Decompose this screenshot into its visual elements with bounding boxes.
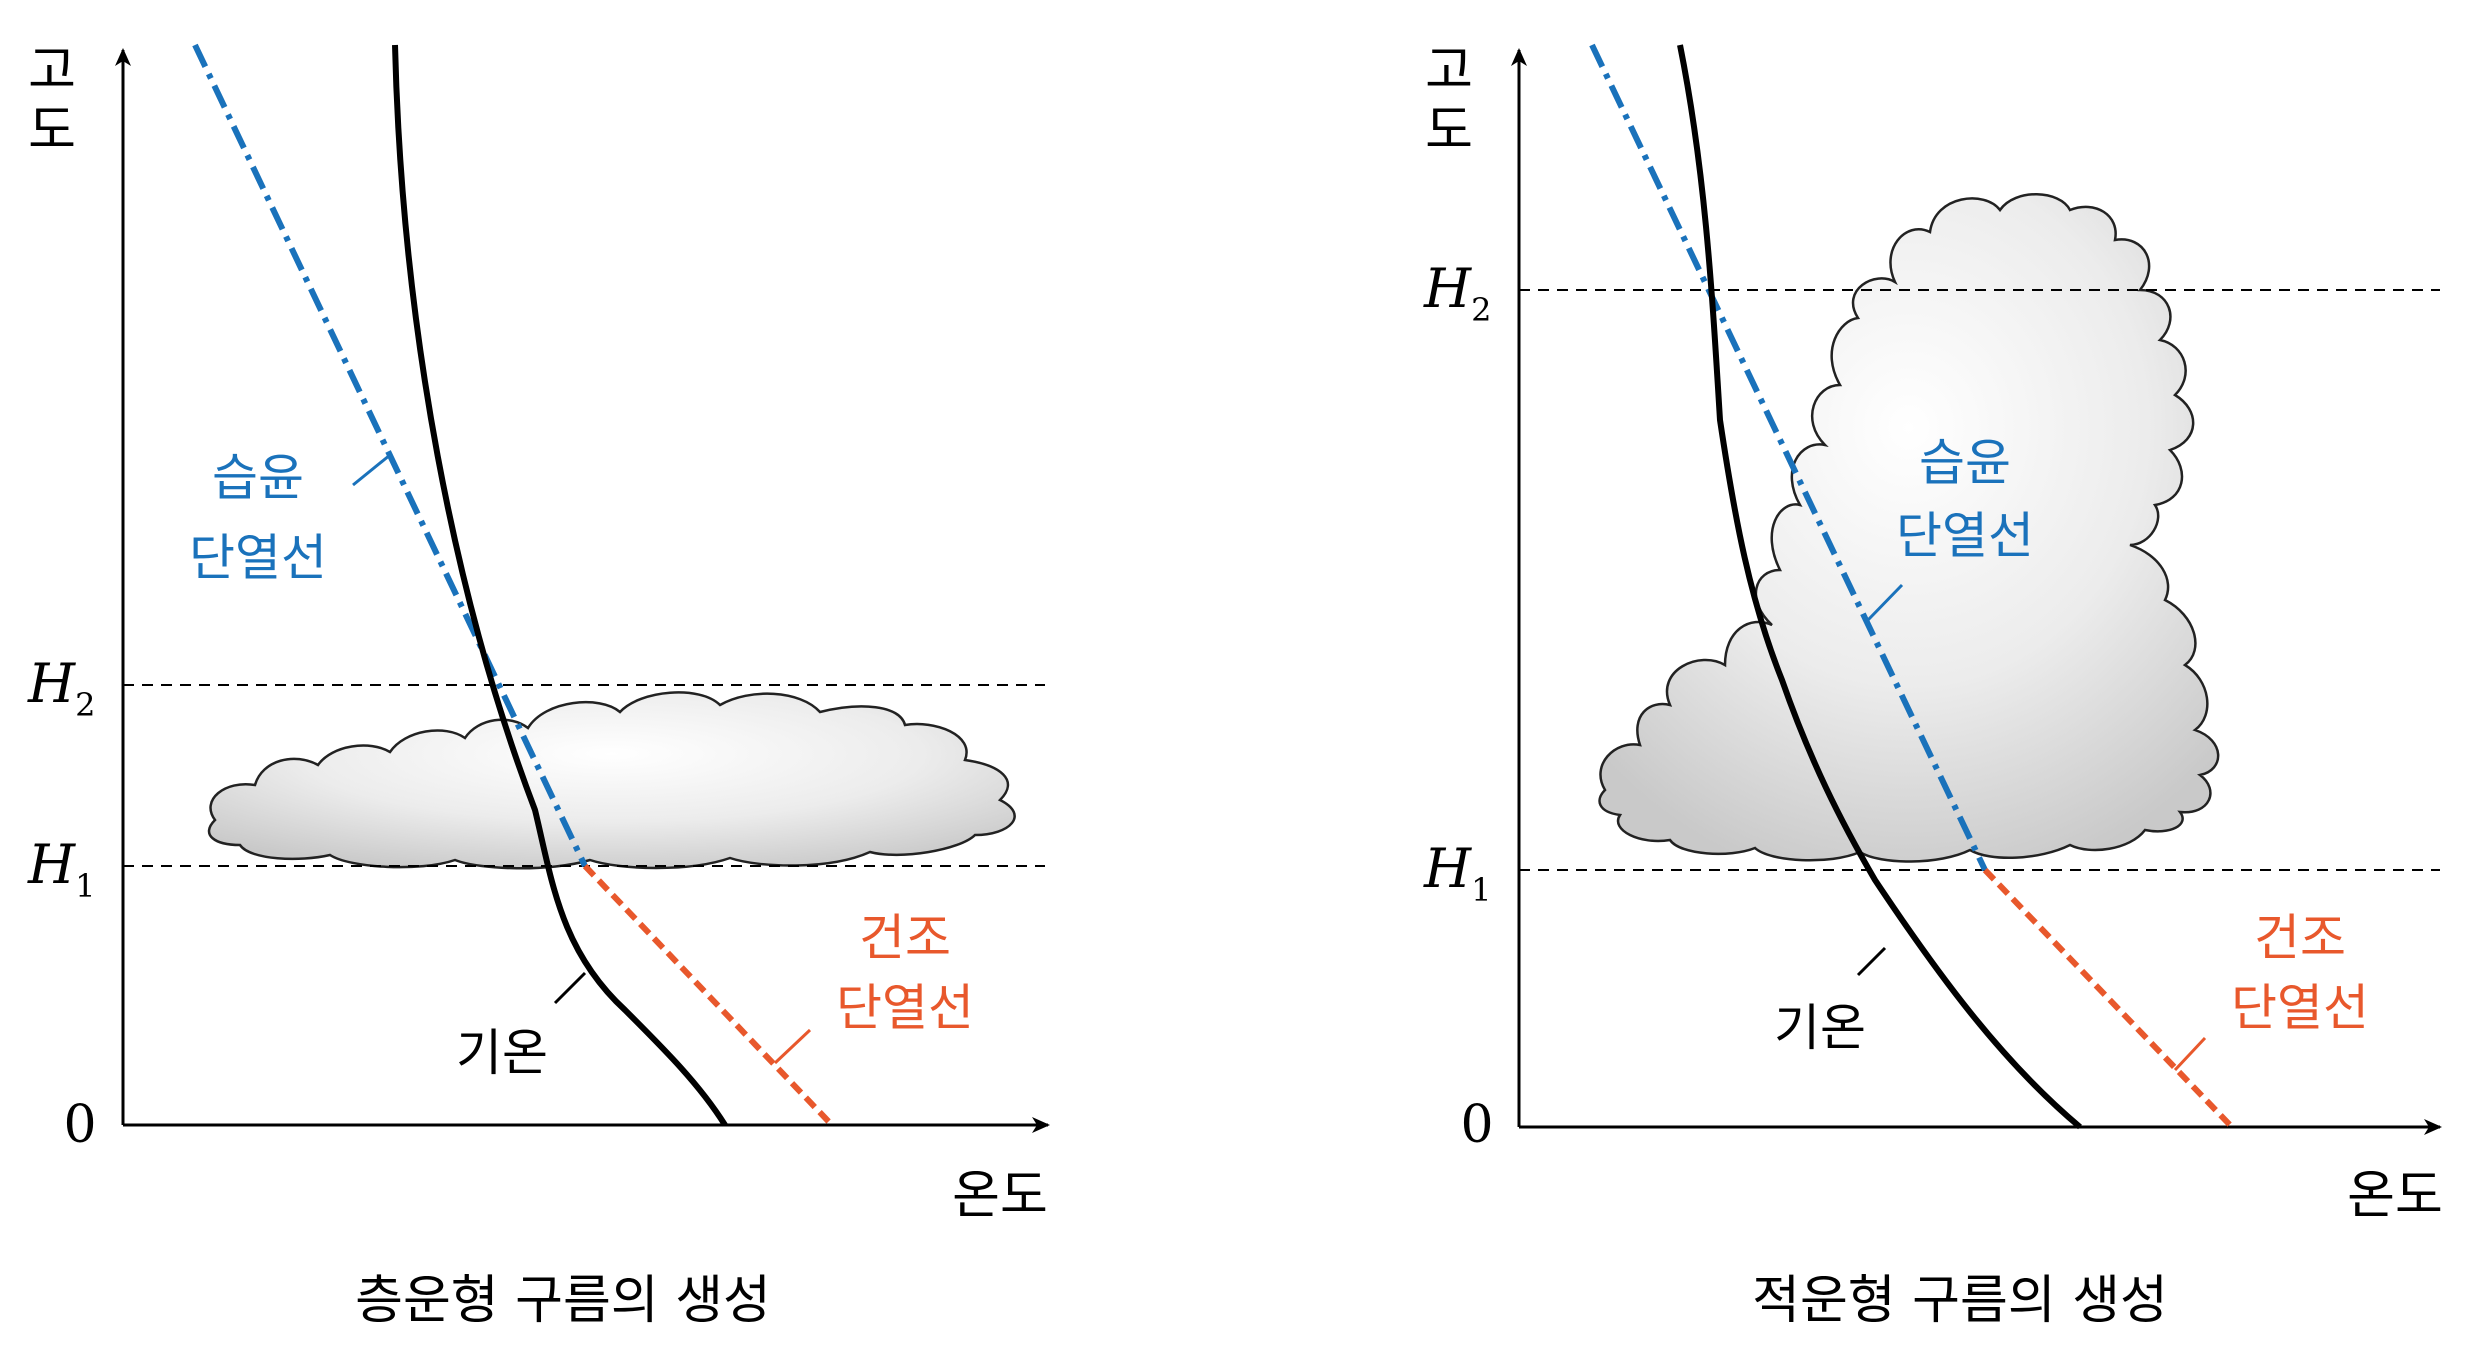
cumulonimbus-dry-label-1: 건조	[2254, 909, 2346, 967]
stratus-y-label-2: 도	[28, 101, 76, 161]
cumulonimbus-origin-label: 0	[1460, 1095, 1493, 1155]
cumulonimbus-dry-label-2: 단열선	[2231, 979, 2369, 1037]
stratus-dry-label-1: 건조	[859, 909, 951, 967]
stratus-y-label-1: 고	[28, 41, 76, 101]
cumulonimbus-temp-label: 기온	[1774, 999, 1866, 1057]
cumulonimbus-moist-label-1: 습윤	[1919, 434, 2011, 492]
stratus-x-label: 온도	[952, 1166, 1048, 1226]
cumulonimbus-caption: 적운형 구름의 생성	[1752, 1271, 2168, 1331]
cumulonimbus-x-label: 온도	[2347, 1166, 2443, 1226]
stratus-temperature-curve	[392, 44, 728, 1127]
cumulonimbus-moist-adiabat	[1589, 43, 1988, 872]
stratus-cloud	[207, 691, 1016, 870]
stratus-dry-label-2: 단열선	[836, 979, 974, 1037]
stratus-caption: 층운형 구름의 생성	[355, 1271, 771, 1331]
stratus-moist-label-1: 습윤	[212, 449, 304, 507]
cumulonimbus-h1-label: H1	[1423, 837, 1491, 909]
stratus-dry-adiabat	[582, 863, 833, 1126]
cumulonimbus-moist-leader	[1866, 583, 1904, 622]
stratus-temp-leader	[553, 971, 587, 1005]
stratus-moist-leader	[352, 453, 391, 487]
cumulonimbus-temp-leader	[1856, 946, 1887, 977]
stratus-h2-label: H2	[27, 652, 95, 724]
panel-stratus: 고 도 온도 0 H2 H1 습윤 단열선 건조 단열선 기온 층운형 구름의 …	[27, 41, 1050, 1331]
stratus-origin-label: 0	[63, 1095, 96, 1155]
cumulonimbus-dry-adiabat	[1982, 867, 2233, 1128]
stratus-moist-label-2: 단열선	[189, 529, 327, 587]
cumulonimbus-moist-label-2: 단열선	[1896, 507, 2034, 565]
cumulonimbus-y-label-1: 고	[1425, 41, 1473, 101]
cumulonimbus-cloud	[1598, 193, 2220, 863]
stratus-temp-label: 기온	[456, 1024, 548, 1082]
cumulonimbus-y-label-2: 도	[1425, 101, 1473, 161]
cumulonimbus-h2-label: H2	[1423, 257, 1491, 329]
stratus-dry-leader	[773, 1028, 812, 1065]
cumulonimbus-temperature-curve	[1677, 44, 2082, 1130]
cumulonimbus-dry-leader	[2173, 1036, 2207, 1072]
panel-cumulonimbus: 고 도 온도 0 H2 H1 습윤 단열선 건조 단열선 기온 적운형 구름의 …	[1423, 41, 2443, 1331]
stratus-h1-label: H1	[27, 833, 95, 905]
